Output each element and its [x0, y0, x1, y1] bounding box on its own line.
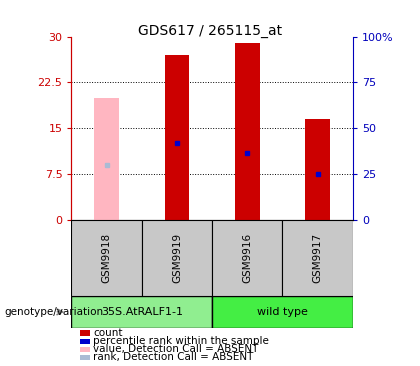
Bar — [71, 296, 212, 328]
Bar — [94, 98, 119, 220]
Text: rank, Detection Call = ABSENT: rank, Detection Call = ABSENT — [93, 352, 254, 362]
Text: GSM9918: GSM9918 — [102, 233, 112, 283]
Bar — [142, 220, 212, 296]
Bar — [165, 55, 189, 220]
Bar — [305, 119, 330, 220]
Text: value, Detection Call = ABSENT: value, Detection Call = ABSENT — [93, 344, 259, 354]
Text: GSM9916: GSM9916 — [242, 233, 252, 283]
Text: percentile rank within the sample: percentile rank within the sample — [93, 336, 269, 346]
Text: wild type: wild type — [257, 307, 308, 317]
Bar — [71, 220, 142, 296]
Bar — [282, 220, 353, 296]
Bar — [212, 296, 353, 328]
Text: GSM9917: GSM9917 — [312, 233, 323, 283]
Text: GDS617 / 265115_at: GDS617 / 265115_at — [138, 24, 282, 38]
Bar — [212, 220, 282, 296]
Text: genotype/variation: genotype/variation — [4, 307, 103, 317]
Text: GSM9919: GSM9919 — [172, 233, 182, 283]
Text: count: count — [93, 328, 123, 338]
Bar — [235, 43, 260, 220]
Text: 35S.AtRALF1-1: 35S.AtRALF1-1 — [101, 307, 183, 317]
